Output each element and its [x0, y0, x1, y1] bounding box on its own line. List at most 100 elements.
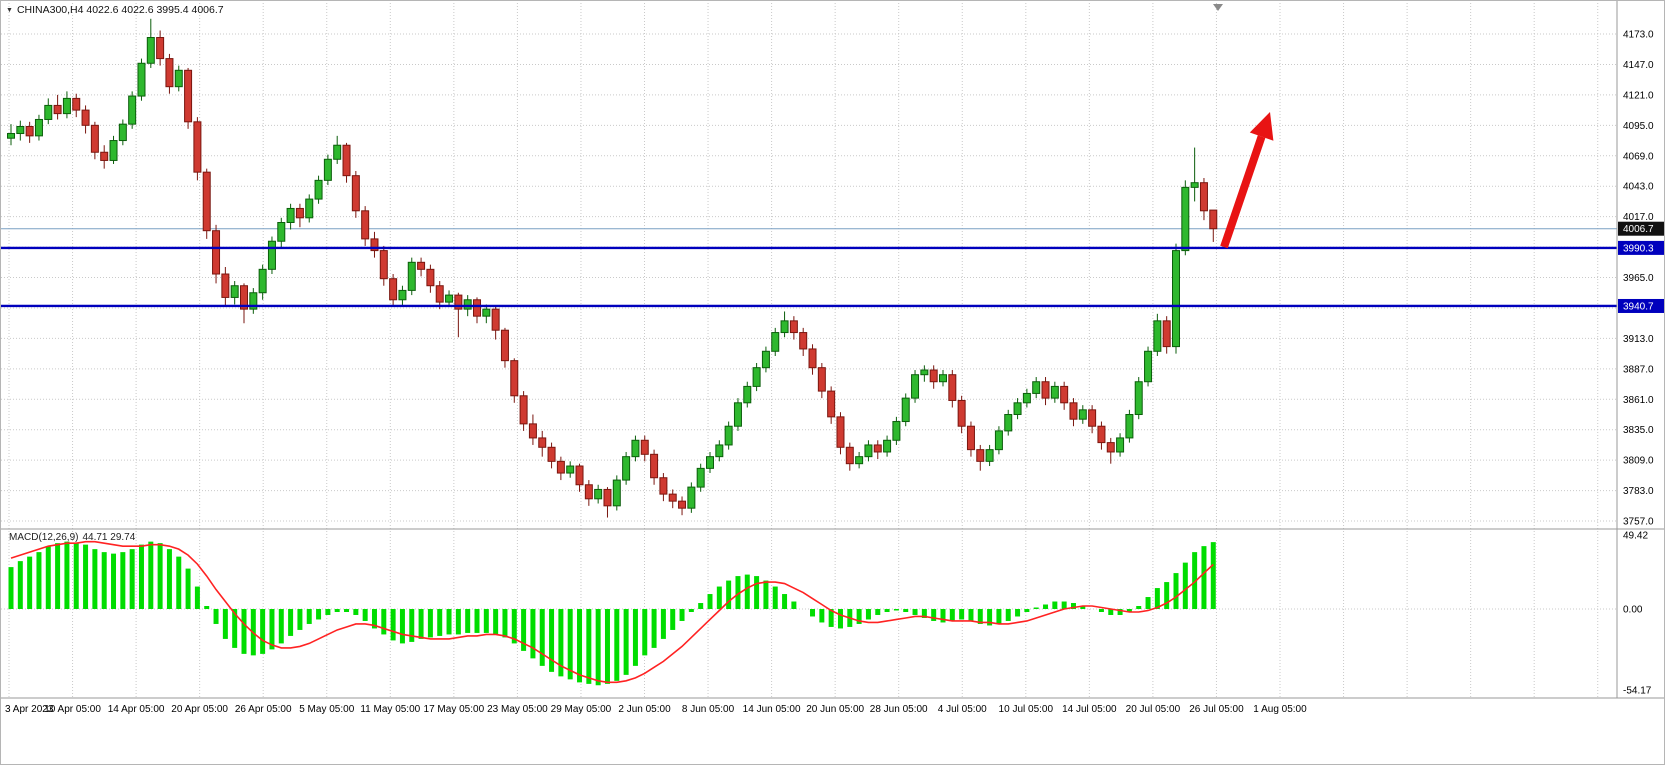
candle-body	[426, 268, 435, 287]
candle-body	[1162, 320, 1171, 348]
candle-body	[1190, 182, 1199, 188]
badge-bg	[1618, 298, 1664, 313]
candle-body	[724, 425, 733, 446]
candle-body	[333, 144, 342, 160]
price-tick-label: 3809.0	[1623, 456, 1654, 467]
price-tick-label: 3913.0	[1623, 334, 1654, 345]
macd-histogram	[8, 541, 1216, 686]
candle-body	[16, 125, 25, 135]
candle-body	[1116, 437, 1125, 453]
macd-signal-line	[10, 540, 1214, 684]
candle-body	[948, 374, 957, 401]
candle-body	[109, 140, 118, 161]
time-label: 10 Apr 05:00	[44, 704, 101, 715]
candle-body	[295, 207, 304, 219]
candle-body	[855, 456, 864, 465]
candle-body	[342, 144, 351, 177]
candle-body	[90, 124, 99, 153]
candle-body	[687, 486, 696, 509]
time-label: 14 Jul 05:00	[1062, 704, 1117, 715]
time-label: 1 Aug 05:00	[1253, 704, 1307, 715]
candle-body	[118, 123, 127, 142]
price-axis[interactable]: 4173.0 4147.0 4121.0 4095.0 4069.0 4043.0 4017…	[1623, 30, 1654, 697]
candle-body	[445, 294, 454, 303]
time-label: 20 Apr 05:00	[171, 704, 228, 715]
candle-body	[678, 500, 687, 509]
badge-bg	[1618, 240, 1664, 255]
candle-body	[519, 395, 528, 425]
chart-shift-marker[interactable]	[1213, 4, 1223, 11]
candle-body	[1144, 350, 1153, 383]
candle-body	[454, 294, 463, 310]
candle-body	[594, 488, 603, 500]
candle-body	[500, 329, 509, 362]
candle-body	[743, 385, 752, 404]
time-label: 14 Jun 05:00	[743, 704, 801, 715]
candle-body	[584, 484, 593, 500]
time-label: 11 May 05:00	[360, 704, 420, 715]
candle-body	[845, 446, 854, 465]
candle-body	[752, 367, 761, 387]
candle-body	[491, 308, 500, 331]
time-label: 17 May 05:00	[424, 704, 485, 715]
candle-body	[258, 268, 267, 294]
candle-body	[733, 402, 742, 427]
candle-body	[137, 62, 146, 97]
candle-body	[1106, 442, 1115, 453]
candle-body	[1134, 381, 1143, 416]
candle-body	[1199, 182, 1208, 212]
indicator-tick-label: -54.17	[1623, 686, 1652, 697]
symbol-dropdown-icon[interactable]: ▼	[6, 6, 13, 14]
candle-body	[128, 95, 137, 125]
candle-body	[305, 198, 314, 219]
candle-body	[1032, 381, 1041, 394]
time-label: 28 Jun 05:00	[870, 704, 928, 715]
candle-body	[799, 332, 808, 350]
candle-body	[612, 479, 621, 507]
candle-body	[1069, 402, 1078, 420]
candle-body	[53, 104, 62, 115]
candle-body	[901, 397, 910, 423]
candle-body	[1050, 385, 1059, 399]
time-label: 10 Jul 05:00	[999, 704, 1054, 715]
trend-arrow-annotation[interactable]	[1220, 112, 1274, 249]
candle-body	[789, 320, 798, 334]
time-label: 4 Jul 05:00	[938, 704, 987, 715]
candle-body	[407, 261, 416, 291]
symbol-info-bar[interactable]: ▼ CHINA300,H4 4022.6 4022.6 3995.4 4006.…	[6, 4, 224, 16]
panel-separators	[1, 1, 1664, 699]
time-label: 8 Jun 05:00	[682, 704, 735, 715]
candle-body	[957, 399, 966, 427]
candle-body	[538, 437, 547, 448]
candle-body	[463, 299, 472, 310]
candle-body	[1041, 381, 1050, 399]
candle-body	[323, 158, 332, 181]
candle-body	[911, 374, 920, 399]
candle-body	[81, 109, 90, 126]
candle-body	[1060, 385, 1069, 404]
horizontal-level-lines[interactable]	[1, 246, 1617, 308]
candle-body	[361, 210, 370, 240]
candle-body	[883, 439, 892, 453]
time-label: 5 May 05:00	[299, 704, 354, 715]
candle-body	[370, 238, 379, 252]
grid	[1, 3, 1617, 698]
indicator-tick-label: 49.42	[1623, 531, 1648, 542]
price-tick-label: 3887.0	[1623, 364, 1654, 375]
candle-body	[873, 444, 882, 453]
candle-body	[174, 69, 183, 88]
candle-body	[631, 439, 640, 458]
candle-body	[221, 273, 230, 298]
candle-body	[1078, 409, 1087, 420]
badge-text: 3940.7	[1623, 301, 1654, 312]
candle-body	[892, 421, 901, 441]
candle-body	[920, 369, 929, 376]
candle-body	[100, 151, 109, 161]
candle-body	[1022, 392, 1031, 404]
time-label: 2 Jun 05:00	[618, 704, 671, 715]
badge-text: 4006.7	[1623, 224, 1654, 235]
time-label: 14 Apr 05:00	[108, 704, 165, 715]
